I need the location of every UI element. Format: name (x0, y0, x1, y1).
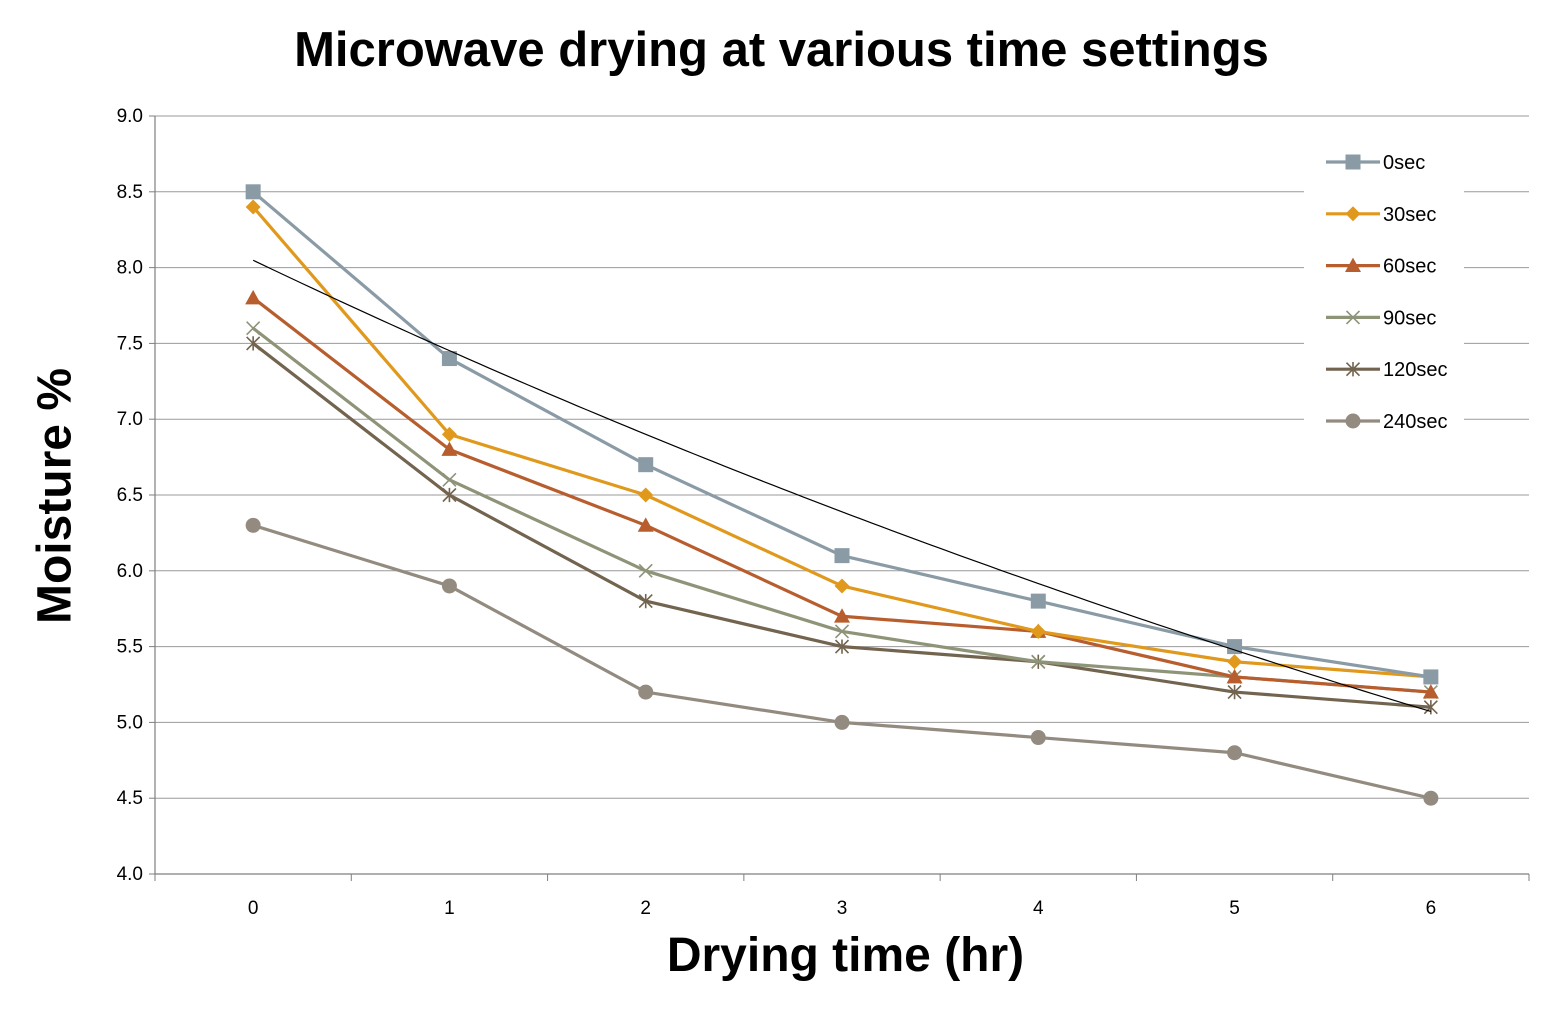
legend-marker-120sec (1345, 362, 1361, 377)
legend-label-120sec: 120sec (1383, 359, 1448, 381)
legend-label-30sec: 30sec (1383, 204, 1436, 226)
data-point-90sec-0 (246, 321, 261, 336)
chart-title: Microwave drying at various time setting… (294, 23, 1269, 77)
data-point-120sec-6 (1423, 700, 1438, 715)
y-tick-label: 6.5 (117, 485, 143, 506)
data-point-120sec-1 (442, 487, 457, 503)
data-point-60sec-5 (1226, 668, 1243, 684)
x-tick-label: 3 (837, 898, 848, 919)
y-tick-label: 5.0 (117, 712, 143, 733)
data-point-30sec-1 (441, 426, 457, 442)
data-point-0sec-0 (245, 184, 261, 200)
data-point-120sec-5 (1227, 684, 1242, 700)
data-point-90sec-1 (442, 472, 457, 487)
y-tick-label: 7.5 (117, 333, 143, 354)
x-tick-label: 2 (640, 898, 651, 919)
y-axis-title: Moisture % (28, 367, 82, 625)
y-tick-label: 9.0 (117, 106, 143, 127)
x-tick-label: 0 (248, 898, 259, 919)
legend-label-240sec: 240sec (1383, 411, 1448, 433)
legend-marker-60sec (1345, 257, 1361, 272)
data-point-30sec-2 (638, 487, 654, 503)
data-point-240sec-5 (1227, 745, 1243, 761)
x-axis-title: Drying time (hr) (666, 929, 1025, 982)
data-point-240sec-4 (1030, 730, 1046, 746)
data-point-120sec-2 (638, 593, 653, 609)
data-point-30sec-5 (1227, 654, 1243, 670)
legend-marker-30sec (1345, 206, 1361, 222)
data-point-60sec-0 (245, 289, 262, 305)
data-point-240sec-1 (441, 578, 457, 594)
y-tick-label: 8.0 (117, 258, 143, 279)
x-tick-label: 4 (1033, 898, 1044, 919)
series-line-90sec (252, 326, 1431, 694)
data-point-60sec-2 (637, 517, 654, 532)
data-point-0sec-4 (1030, 593, 1046, 609)
legend-marker-240sec (1345, 413, 1361, 429)
legend-background (1304, 132, 1464, 451)
data-point-120sec-0 (246, 336, 261, 351)
legend-marker-90sec (1345, 310, 1361, 325)
data-point-240sec-3 (834, 714, 850, 730)
series-line-30sec (251, 205, 1431, 679)
data-point-60sec-6 (1422, 684, 1439, 699)
x-tick-label: 1 (444, 898, 455, 919)
data-point-30sec-3 (834, 578, 850, 594)
data-point-240sec-0 (245, 517, 261, 533)
y-tick-label: 5.5 (117, 637, 143, 658)
data-point-0sec-2 (638, 457, 654, 473)
data-point-0sec-6 (1423, 669, 1439, 685)
legend-marker-0sec (1345, 154, 1361, 170)
x-tick-label: 5 (1229, 898, 1240, 919)
data-point-30sec-4 (1030, 623, 1046, 639)
y-tick-label: 4.5 (117, 788, 143, 809)
data-point-120sec-3 (834, 639, 850, 654)
y-tick-label: 8.5 (117, 182, 143, 203)
data-point-240sec-2 (638, 684, 654, 700)
data-point-0sec-3 (834, 548, 850, 564)
data-point-60sec-1 (441, 441, 458, 456)
data-point-90sec-3 (834, 624, 850, 639)
data-point-240sec-6 (1423, 790, 1439, 806)
y-tick-label: 4.0 (117, 864, 143, 885)
data-point-60sec-3 (834, 608, 850, 623)
data-point-90sec-4 (1031, 654, 1046, 669)
legend-label-0sec: 0sec (1383, 152, 1425, 174)
trendline (252, 259, 1432, 713)
y-tick-label: 7.0 (117, 409, 143, 430)
data-point-0sec-1 (441, 351, 457, 367)
data-point-0sec-5 (1227, 639, 1243, 655)
data-point-90sec-2 (638, 563, 653, 578)
legend-label-60sec: 60sec (1383, 256, 1436, 278)
y-tick-label: 6.0 (117, 561, 143, 582)
x-tick-label: 6 (1426, 898, 1437, 919)
data-point-30sec-0 (245, 199, 261, 215)
legend-label-90sec: 90sec (1383, 307, 1436, 329)
